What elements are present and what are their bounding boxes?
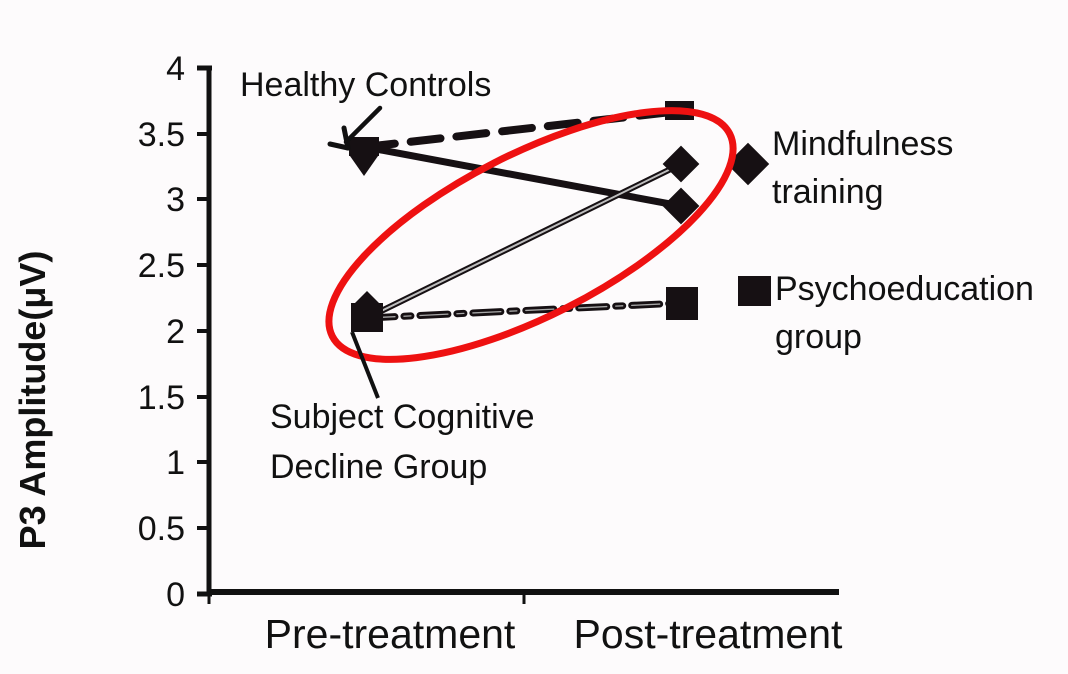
svg-text:2.5: 2.5 [138, 247, 185, 285]
svg-text:Pre-treatment: Pre-treatment [265, 611, 516, 657]
svg-text:1: 1 [166, 444, 185, 482]
svg-text:4: 4 [166, 50, 185, 88]
svg-text:0.5: 0.5 [138, 510, 185, 548]
svg-text:Mindfulness: Mindfulness [772, 125, 953, 163]
svg-text:Psychoeducation: Psychoeducation [775, 270, 1034, 308]
svg-text:Healthy Controls: Healthy Controls [240, 66, 491, 104]
svg-text:group: group [775, 318, 862, 356]
svg-text:Post-treatment: Post-treatment [574, 611, 843, 657]
svg-text:training: training [772, 173, 884, 211]
svg-text:0: 0 [166, 576, 185, 614]
svg-text:3.5: 3.5 [138, 116, 185, 154]
svg-text:Decline Group: Decline Group [270, 448, 487, 486]
svg-text:Subject Cognitive: Subject Cognitive [270, 398, 535, 436]
svg-text:P3 Amplitude(μV): P3 Amplitude(μV) [12, 251, 53, 550]
svg-text:1.5: 1.5 [138, 379, 185, 417]
svg-text:3: 3 [166, 181, 185, 219]
svg-text:2: 2 [166, 313, 185, 351]
